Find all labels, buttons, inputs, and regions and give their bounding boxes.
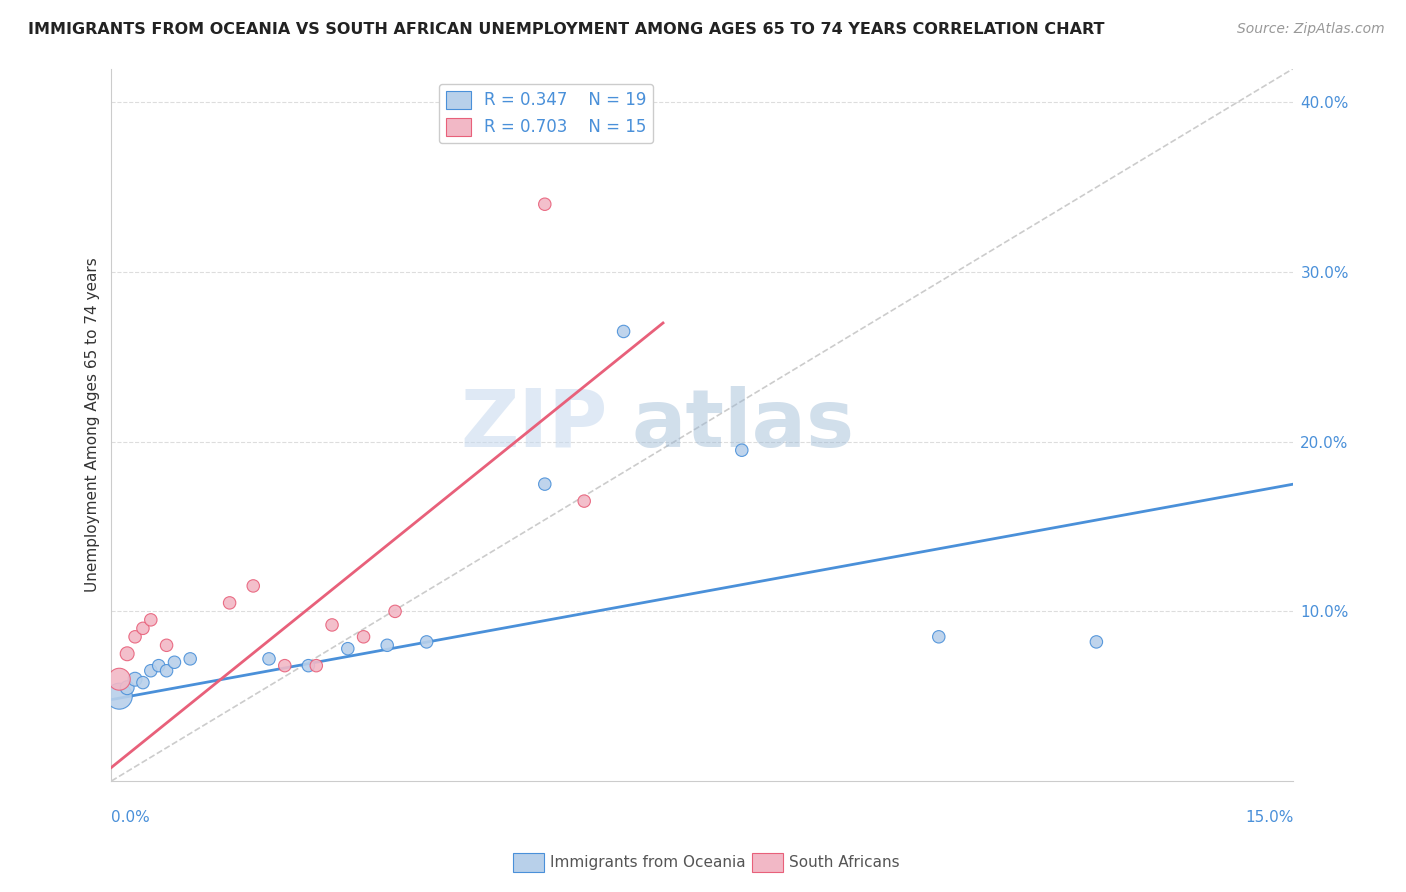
Point	[613, 325, 636, 339]
Point	[1085, 635, 1108, 649]
Text: Immigrants from Oceania: Immigrants from Oceania	[550, 855, 745, 870]
Point	[108, 672, 131, 686]
Point	[336, 641, 359, 656]
Text: 15.0%: 15.0%	[1244, 810, 1294, 824]
Point	[132, 675, 155, 690]
Point	[115, 647, 138, 661]
Point	[148, 658, 170, 673]
Point	[415, 635, 437, 649]
Point	[108, 689, 131, 703]
Point	[297, 658, 319, 673]
Point	[242, 579, 264, 593]
Point	[533, 197, 555, 211]
Y-axis label: Unemployment Among Ages 65 to 74 years: Unemployment Among Ages 65 to 74 years	[86, 258, 100, 592]
Point	[533, 477, 555, 491]
Point	[731, 443, 754, 458]
Point	[574, 494, 596, 508]
Point	[928, 630, 950, 644]
Point	[274, 658, 297, 673]
Text: atlas: atlas	[631, 385, 855, 464]
Text: IMMIGRANTS FROM OCEANIA VS SOUTH AFRICAN UNEMPLOYMENT AMONG AGES 65 TO 74 YEARS : IMMIGRANTS FROM OCEANIA VS SOUTH AFRICAN…	[28, 22, 1105, 37]
Point	[155, 664, 177, 678]
Point	[124, 630, 146, 644]
Point	[139, 613, 162, 627]
Text: ZIP: ZIP	[461, 385, 607, 464]
Point	[139, 664, 162, 678]
Point	[218, 596, 240, 610]
Text: 0.0%: 0.0%	[111, 810, 150, 824]
Point	[163, 655, 186, 669]
Point	[375, 638, 398, 652]
Point	[124, 672, 146, 686]
Point	[179, 652, 201, 666]
Point	[305, 658, 328, 673]
Legend: R = 0.347    N = 19, R = 0.703    N = 15: R = 0.347 N = 19, R = 0.703 N = 15	[439, 84, 652, 143]
Text: South Africans: South Africans	[789, 855, 900, 870]
Point	[132, 621, 155, 635]
Point	[384, 604, 406, 618]
Point	[257, 652, 280, 666]
Point	[155, 638, 177, 652]
Text: Source: ZipAtlas.com: Source: ZipAtlas.com	[1237, 22, 1385, 37]
Point	[321, 618, 343, 632]
Point	[115, 681, 138, 695]
Point	[353, 630, 375, 644]
